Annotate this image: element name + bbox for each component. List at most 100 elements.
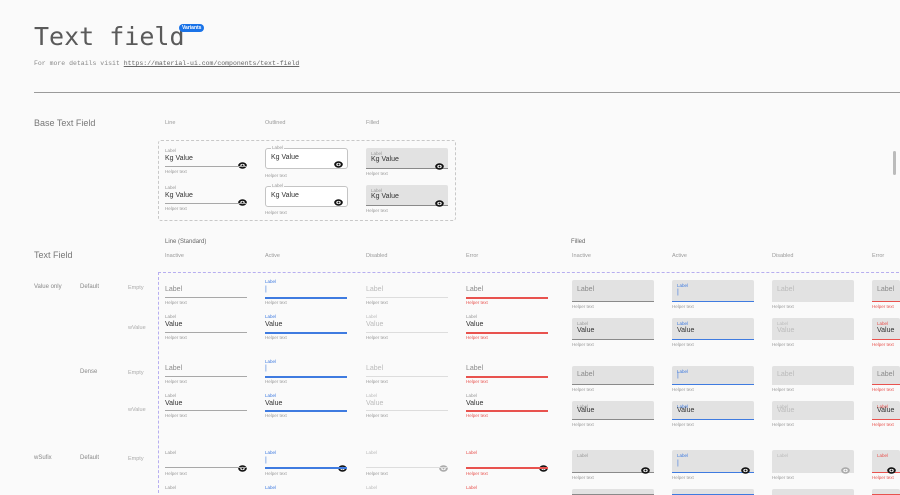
field-label: Label <box>577 453 589 458</box>
field-label: Label <box>577 404 589 409</box>
row-density-label: Default <box>80 455 100 461</box>
eye-icon[interactable] <box>338 459 347 472</box>
filled-container <box>672 489 754 495</box>
field-value: Value <box>777 327 794 334</box>
filled-container: Label <box>572 366 654 385</box>
helper-text: Helper text <box>772 342 794 347</box>
textfield-frame-top <box>158 272 899 273</box>
state-header-filled-disabled: Disabled <box>772 253 794 259</box>
helper-text: Helper text <box>872 342 894 347</box>
field-value: Value <box>677 327 694 334</box>
field-value: Value <box>466 400 483 407</box>
field-placeholder: Label <box>165 286 183 293</box>
eye-icon[interactable] <box>887 461 896 474</box>
field-underline <box>366 410 448 411</box>
filled-container: Label Kg Value <box>366 185 448 207</box>
eye-icon[interactable] <box>435 157 444 170</box>
field-label: Label <box>777 321 789 326</box>
text-cursor: | <box>677 460 679 467</box>
filled-container: Label Value <box>772 318 854 340</box>
field-label: Label <box>165 485 177 490</box>
field-label: Label <box>877 404 889 409</box>
textfield-section-title: Text Field <box>34 250 73 260</box>
helper-text: Helper text <box>265 210 287 215</box>
filled-container: Label <box>772 366 854 385</box>
field-label: Label <box>165 148 177 153</box>
filled-container: Label <box>872 366 900 385</box>
value-text: Value <box>281 192 299 199</box>
helper-text: Helper text <box>366 413 388 418</box>
helper-text: Helper text <box>265 379 287 384</box>
field-value: Kg Value <box>165 192 193 199</box>
field-placeholder: Label <box>877 286 895 293</box>
eye-icon[interactable] <box>334 193 343 206</box>
docs-link[interactable]: https://material-ui.com/components/text-… <box>123 60 300 67</box>
field-label: Label <box>271 183 285 188</box>
row-content-label: Empty <box>128 370 144 376</box>
variants-badge: Variants <box>179 24 205 32</box>
helper-text: Helper text <box>466 335 488 340</box>
eye-icon[interactable] <box>334 155 343 168</box>
field-label: Label <box>366 314 378 319</box>
value-text: Value <box>677 327 695 334</box>
field-value: Value <box>877 407 894 414</box>
field-label: Label <box>466 314 478 319</box>
eye-icon[interactable] <box>238 193 247 206</box>
field-underline <box>265 376 347 378</box>
value-text: Value <box>466 400 484 407</box>
field-underline <box>466 376 548 378</box>
eye-icon[interactable] <box>641 461 650 474</box>
helper-text: Helper text <box>165 413 187 418</box>
field-label: Label <box>265 279 277 284</box>
filled-container: Label <box>872 450 900 474</box>
eye-icon[interactable] <box>439 459 448 472</box>
filled-container: Label Value <box>572 318 654 340</box>
eye-icon[interactable] <box>841 461 850 474</box>
value-text: Value <box>265 321 283 328</box>
state-header-line-error: Error <box>466 253 479 259</box>
field-underline <box>366 297 448 298</box>
helper-text: Helper text <box>265 300 287 305</box>
field-underline <box>466 467 548 469</box>
value-text: Value <box>165 321 183 328</box>
field-label: Label <box>777 453 789 458</box>
field-underline <box>165 166 247 167</box>
state-header-filled-error: Error <box>872 253 885 259</box>
field-label: Label <box>265 450 277 455</box>
helper-text: Helper text <box>265 471 287 476</box>
helper-text: Helper text <box>772 304 794 309</box>
helper-text: Helper text <box>872 387 894 392</box>
eye-icon[interactable] <box>539 459 548 472</box>
field-label: Label <box>371 151 383 156</box>
field-label: Label <box>366 485 378 490</box>
row-density-label: Default <box>80 284 100 290</box>
text-cursor: | <box>677 289 679 296</box>
filled-container <box>572 489 654 495</box>
scrollbar[interactable] <box>893 151 896 175</box>
filled-container: Label Value <box>672 401 754 420</box>
helper-text: Helper text <box>872 422 894 427</box>
field-label: Label <box>265 359 277 364</box>
field-placeholder: Label <box>366 286 384 293</box>
helper-text: Helper text <box>672 304 694 309</box>
value-text: Value <box>265 400 283 407</box>
field-placeholder: Label <box>366 365 384 372</box>
field-placeholder: Label <box>777 370 795 378</box>
value-text: Value <box>466 321 484 328</box>
eye-icon[interactable] <box>435 194 444 207</box>
value-text: Value <box>777 407 795 414</box>
eye-icon[interactable] <box>741 461 750 474</box>
eye-icon[interactable] <box>238 459 247 472</box>
value-text: Value <box>366 321 384 328</box>
group-filled: Filled <box>571 239 586 245</box>
text-cursor: | <box>265 286 267 293</box>
field-underline <box>165 203 247 204</box>
field-underline <box>165 410 247 411</box>
field-value: Value <box>466 321 483 328</box>
field-placeholder: Label <box>577 370 595 378</box>
value-text: Value <box>877 407 895 414</box>
field-underline <box>265 297 347 299</box>
outlined-container: Label Kg Value <box>265 183 348 207</box>
eye-icon[interactable] <box>238 156 247 169</box>
helper-text: Helper text <box>572 422 594 427</box>
